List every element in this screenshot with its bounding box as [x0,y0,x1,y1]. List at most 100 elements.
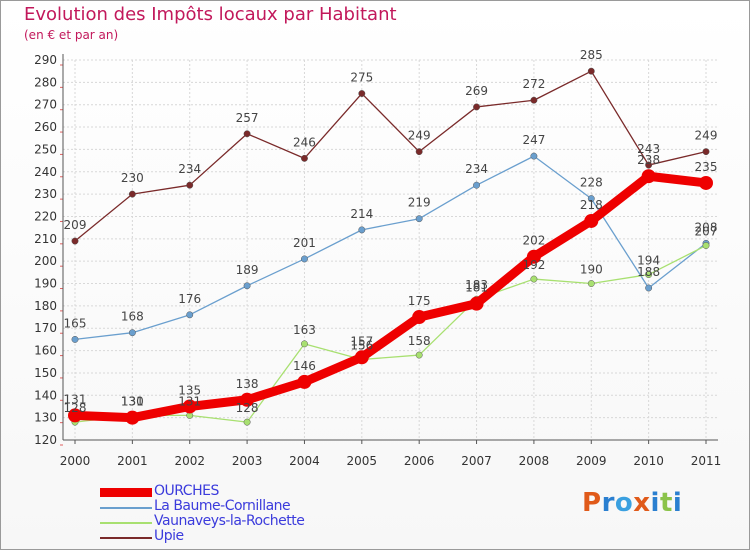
data-label: 176 [178,292,201,306]
data-label: 175 [408,294,431,308]
data-point [354,350,369,365]
data-label: 228 [580,176,603,190]
data-label: 218 [580,198,603,212]
y-tick-label: 250 [34,142,57,156]
data-point [526,249,541,264]
data-point [587,195,595,203]
x-tick-label: 2008 [519,454,550,468]
data-point [702,148,710,156]
legend-swatch [100,522,152,524]
data-label: 168 [121,310,144,324]
y-tick-label: 270 [34,98,57,112]
x-tick-label: 2007 [461,454,492,468]
chart-subtitle: (en € et par an) [24,28,119,42]
data-label: 201 [293,236,316,250]
data-label: 138 [236,377,259,391]
data-label: 246 [293,135,316,149]
legend-swatch [100,537,152,539]
logo-letter: x [633,488,651,518]
data-point [473,181,480,189]
data-label: 247 [522,133,545,147]
logo-letter: i [650,488,660,518]
data-point [645,271,653,279]
data-point [645,284,653,292]
data-label: 183 [465,278,488,292]
data-point [415,148,423,156]
logo-letter: t [659,488,673,518]
data-point [297,374,312,389]
data-point [415,351,423,359]
legend-label: Upie [154,528,184,544]
data-point [125,410,140,425]
y-tick-label: 290 [34,53,57,67]
data-label: 249 [695,129,718,143]
x-tick-label: 2000 [60,454,91,468]
data-label: 214 [350,207,373,221]
y-tick-label: 160 [34,344,57,358]
data-point [587,67,595,75]
data-label: 275 [350,71,373,85]
y-tick-label: 170 [34,321,57,335]
data-point [358,90,366,97]
y-tick-label: 200 [34,254,57,268]
proxiti-logo: Proxiti [582,488,682,518]
data-label: 192 [522,258,545,272]
x-tick-label: 2009 [576,454,607,468]
data-point [182,399,197,414]
data-point [301,255,308,263]
data-label: 257 [236,111,259,125]
data-point [128,190,136,198]
data-point [530,275,538,283]
y-tick-label: 130 [34,411,57,425]
x-tick-label: 2010 [633,454,664,468]
data-point [71,335,79,343]
x-tick-label: 2005 [347,454,378,468]
data-point [243,418,251,426]
x-tick-label: 2006 [404,454,435,468]
data-label: 146 [293,359,316,373]
chart-title: Evolution des Impôts locaux par Habitant [24,4,397,25]
data-label: 243 [637,142,660,156]
data-label: 285 [580,48,603,62]
data-label: 234 [465,162,488,176]
data-point [473,103,480,111]
data-label: 181 [465,281,488,295]
x-tick-label: 2011 [691,454,722,468]
data-point [243,282,251,290]
data-label: 230 [121,171,144,185]
y-tick-label: 150 [34,366,57,380]
series-line-vaunaveys-la-rochette [74,244,707,423]
data-label: 219 [408,196,431,210]
logo-letter: i [672,488,683,518]
legend-swatch [100,488,152,497]
data-point [71,237,79,245]
data-label: 208 [695,220,718,234]
data-label: 131 [121,394,144,408]
y-tick-label: 140 [34,388,57,402]
data-label: 234 [178,162,201,176]
data-point [530,152,538,160]
data-point [240,392,255,407]
data-label: 235 [695,160,718,174]
data-label: 131 [178,394,201,408]
series-line-upie [74,70,707,242]
data-label: 207 [695,225,718,239]
data-label: 165 [64,316,87,330]
data-label: 158 [408,334,431,348]
legend-label: La Baume-Cornillane [154,498,291,514]
data-label: 188 [637,265,660,279]
data-point [530,96,538,104]
data-label: 156 [350,339,373,353]
data-point [301,340,308,348]
data-label: 272 [522,77,545,91]
x-tick-label: 2003 [232,454,263,468]
data-label: 189 [236,263,259,277]
data-label: 238 [637,153,660,167]
data-point [469,296,484,311]
x-tick-label: 2004 [289,454,320,468]
series-line-la-baume-cornillane [74,155,707,341]
data-point [243,130,251,138]
data-label: 131 [64,392,87,406]
data-point [645,161,653,169]
